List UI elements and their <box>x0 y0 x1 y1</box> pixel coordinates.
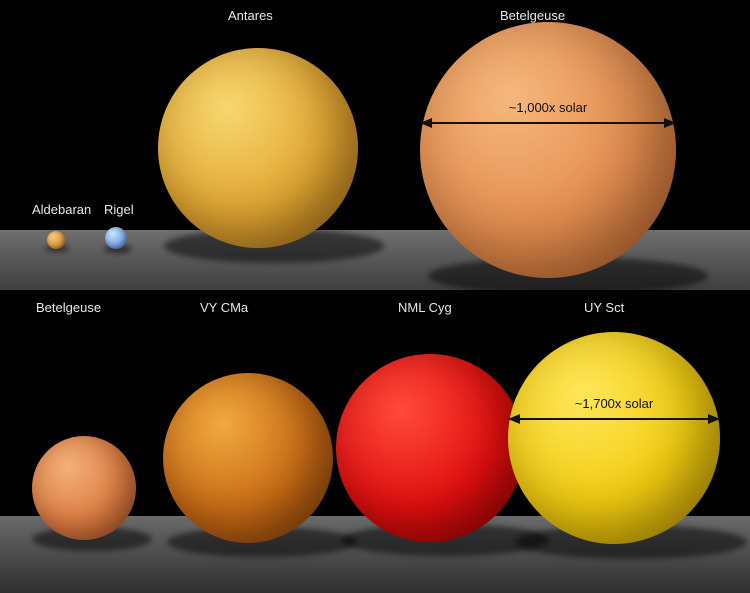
size-arrow: ~1,700x solar <box>508 414 720 424</box>
star-aldebaran <box>47 231 65 249</box>
star-betelgeuse <box>32 436 136 540</box>
star-uy-sct <box>508 332 720 544</box>
star-rigel <box>105 227 127 249</box>
size-arrow-label: ~1,000x solar <box>420 100 676 115</box>
star-nml-cyg <box>336 354 524 542</box>
star-label: Aldebaran <box>32 202 91 217</box>
size-arrow: ~1,000x solar <box>420 118 676 128</box>
star-label: Betelgeuse <box>500 8 565 23</box>
star-betelgeuse <box>420 22 676 278</box>
star-label: VY CMa <box>200 300 248 315</box>
star-label: Betelgeuse <box>36 300 101 315</box>
star-antares <box>158 48 358 248</box>
star-vy-cma <box>163 373 333 543</box>
panel-top: Aldebaran Rigel Antares Betelgeuse ~1,000x s… <box>0 0 750 290</box>
size-arrow-label: ~1,700x solar <box>508 396 720 411</box>
star-label: Antares <box>228 8 273 23</box>
star-label: Rigel <box>104 202 134 217</box>
star-label: NML Cyg <box>398 300 452 315</box>
panel-bottom: Betelgeuse VY CMa NML Cyg UY Sct ~1,700x sol… <box>0 290 750 593</box>
star-label: UY Sct <box>584 300 624 315</box>
